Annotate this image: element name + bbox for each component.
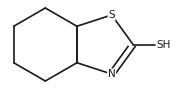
Text: SH: SH	[157, 40, 171, 49]
Text: S: S	[108, 10, 115, 20]
Text: N: N	[108, 69, 116, 79]
